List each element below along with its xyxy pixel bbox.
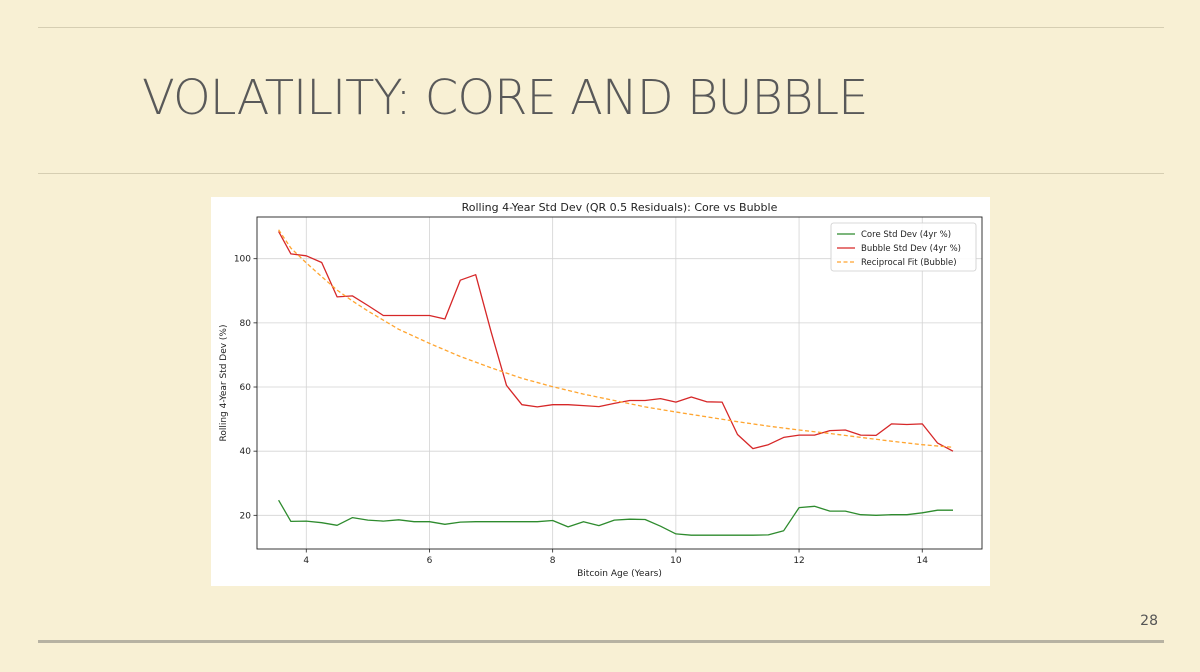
slide-title: VOLATILITY: CORE AND BUBBLE [142,70,868,126]
y-tick-label: 40 [240,447,252,457]
x-tick-label: 12 [793,556,804,566]
chart-figure: 4 6 8 10 12 14 20 40 60 80 100 Rolling 4-Year Std … [211,197,990,586]
x-tick-label: 8 [550,556,556,566]
x-axis-label: Bitcoin Age (Years) [577,569,662,579]
legend-label: Core Std Dev (4yr %) [861,230,951,240]
footer-rule [38,640,1164,643]
y-tick-label: 80 [240,319,252,329]
legend-label: Reciprocal Fit (Bubble) [861,258,957,268]
y-axis-label: Rolling 4-Year Std Dev (%) [219,325,229,442]
series-line-1 [278,231,954,452]
y-tick-label: 100 [234,255,251,265]
y-tick-label: 20 [240,511,252,521]
title-divider [38,173,1164,174]
grid [257,217,982,549]
y-tick-label: 60 [240,383,252,393]
x-tick-label: 14 [917,556,929,566]
series-line-2 [278,229,954,448]
legend-box [830,222,977,272]
line-chart: 4 6 8 10 12 14 20 40 60 80 100 Rolling 4-Year Std … [219,201,983,579]
top-rule [38,27,1164,28]
x-tick-label: 6 [427,556,433,566]
page-number: 28 [1140,613,1158,629]
series-lines [278,229,954,536]
series-line-0 [278,499,953,536]
axis-ticks: 4 6 8 10 12 14 20 40 60 80 100 [234,255,928,566]
legend-label: Bubble Std Dev (4yr %) [861,244,961,254]
x-tick-label: 10 [670,556,682,566]
x-tick-label: 4 [303,556,309,566]
chart-title: Rolling 4-Year Std Dev (QR 0.5 Residuals… [462,201,778,214]
plot-frame [256,216,983,550]
chart-legend: Core Std Dev (4yr %) Bubble Std Dev (4yr … [830,222,977,272]
